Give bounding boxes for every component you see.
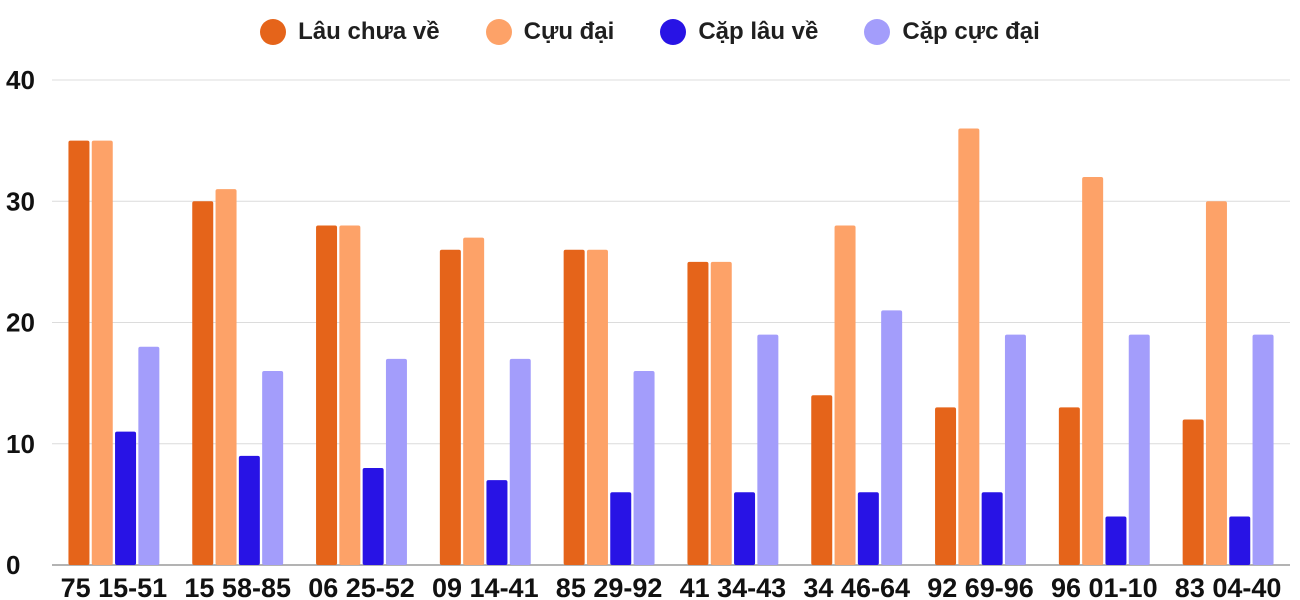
bar[interactable] xyxy=(238,455,260,565)
legend-swatch xyxy=(485,19,512,45)
bar[interactable] xyxy=(633,371,655,565)
bar[interactable] xyxy=(734,492,756,565)
bar[interactable] xyxy=(215,189,237,565)
bar[interactable] xyxy=(610,492,632,565)
bar[interactable] xyxy=(138,346,160,565)
bar[interactable] xyxy=(68,140,90,565)
legend-swatch xyxy=(660,19,687,45)
bar[interactable] xyxy=(710,261,732,565)
bar[interactable] xyxy=(339,225,361,566)
bar[interactable] xyxy=(687,261,709,565)
x-tick-label: 09 14-41 xyxy=(432,573,539,600)
legend-swatch xyxy=(864,19,891,45)
bar[interactable] xyxy=(981,492,1003,565)
bar[interactable] xyxy=(509,358,531,565)
y-tick-label: 30 xyxy=(6,186,35,216)
bar[interactable] xyxy=(316,225,338,566)
legend-label: Cặp cực đại xyxy=(902,18,1040,45)
bar[interactable] xyxy=(385,358,407,565)
y-tick-label: 20 xyxy=(6,308,35,338)
bar[interactable] xyxy=(1082,177,1104,565)
legend-label: Lâu chưa về xyxy=(298,18,440,45)
legend-swatch xyxy=(260,19,287,45)
legend-item[interactable]: Lâu chưa về xyxy=(260,18,440,46)
y-tick-label: 10 xyxy=(6,429,35,459)
bar[interactable] xyxy=(439,249,461,565)
x-tick-label: 96 01-10 xyxy=(1051,573,1158,600)
bar[interactable] xyxy=(91,140,113,565)
legend-item[interactable]: Cặp lâu về xyxy=(660,18,818,46)
y-tick-label: 0 xyxy=(6,550,20,580)
x-tick-label: 92 69-96 xyxy=(927,573,1034,600)
bar[interactable] xyxy=(1229,516,1251,566)
bar[interactable] xyxy=(1058,407,1080,565)
bar[interactable] xyxy=(1205,201,1227,565)
bars xyxy=(68,128,1274,566)
bar[interactable] xyxy=(463,237,485,565)
x-tick-label: 15 58-85 xyxy=(184,573,291,600)
bar[interactable] xyxy=(935,407,957,565)
legend-label: Cựu đại xyxy=(523,18,615,45)
bar[interactable] xyxy=(1105,516,1127,566)
bar[interactable] xyxy=(563,249,585,565)
bar[interactable] xyxy=(1182,419,1204,566)
legend-item[interactable]: Cựu đại xyxy=(485,18,615,46)
legend-label: Cặp lâu về xyxy=(698,18,819,45)
bar[interactable] xyxy=(811,395,833,565)
legend: Lâu chưa về Cựu đại Cặp lâu về Cặp cực đại xyxy=(0,12,1300,52)
bar[interactable] xyxy=(192,201,214,565)
x-tick-label: 34 46-64 xyxy=(803,573,910,600)
x-tick-label: 41 34-43 xyxy=(680,573,787,600)
bar[interactable] xyxy=(1004,334,1026,565)
bar[interactable] xyxy=(757,334,779,565)
y-tick-label: 40 xyxy=(6,65,35,95)
y-axis: 0 10 20 30 40 xyxy=(6,65,35,580)
x-tick-label: 83 04-40 xyxy=(1175,573,1282,600)
bar[interactable] xyxy=(486,480,508,565)
bar[interactable] xyxy=(857,492,879,565)
bar[interactable] xyxy=(586,249,608,565)
bar[interactable] xyxy=(1128,334,1150,565)
x-tick-label: 85 29-92 xyxy=(556,573,663,600)
x-tick-label: 06 25-52 xyxy=(308,573,415,600)
bar[interactable] xyxy=(115,431,137,565)
legend-item[interactable]: Cặp cực đại xyxy=(864,18,1040,46)
x-tick-label: 75 15-51 xyxy=(61,573,168,600)
bar[interactable] xyxy=(881,310,903,565)
gridlines xyxy=(52,79,1290,566)
bar[interactable] xyxy=(1252,334,1274,565)
bar[interactable] xyxy=(834,225,856,566)
bar[interactable] xyxy=(362,468,384,565)
bar[interactable] xyxy=(958,128,980,566)
x-axis: 75 15-51 15 58-85 06 25-52 09 14-41 85 29-92… xyxy=(61,573,1282,600)
bar[interactable] xyxy=(262,371,284,565)
